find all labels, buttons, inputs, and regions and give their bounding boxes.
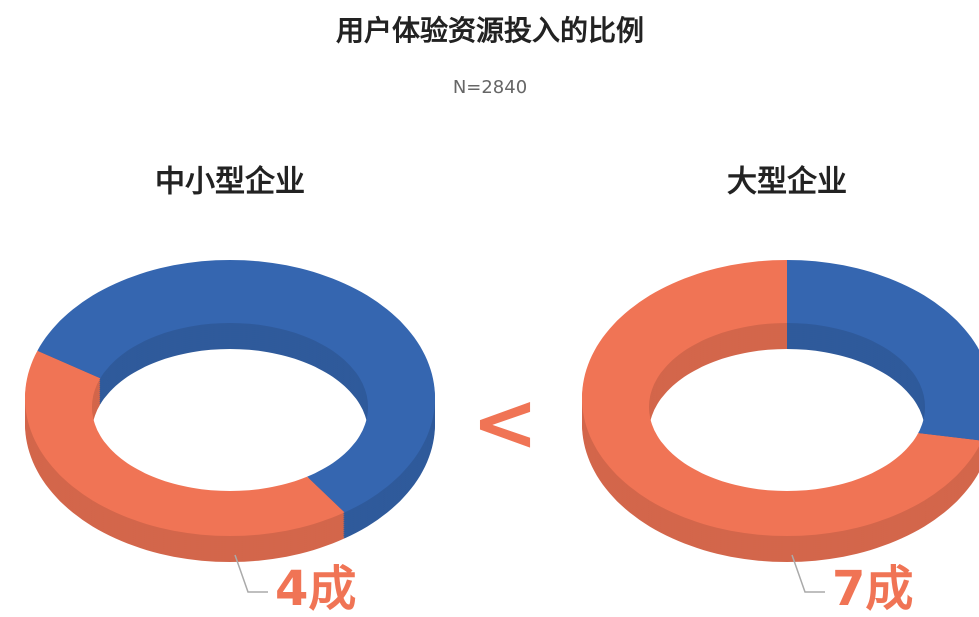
value-label: 4成 (275, 561, 356, 617)
leader-line (234, 554, 268, 593)
chart-title: 大型企业 (727, 165, 847, 200)
donut-segment (37, 260, 436, 513)
chart-title: 中小型企业 (155, 165, 305, 200)
title: 用户体验资源投入的比例 (336, 14, 644, 47)
donut-segment (787, 260, 979, 441)
value-label: 7成 (832, 561, 913, 617)
subtitle: N=2840 (453, 77, 527, 98)
leader-line (791, 554, 825, 593)
donut-segment (582, 260, 979, 536)
comparison-sign: < (471, 376, 538, 469)
donut-segment (25, 350, 345, 536)
